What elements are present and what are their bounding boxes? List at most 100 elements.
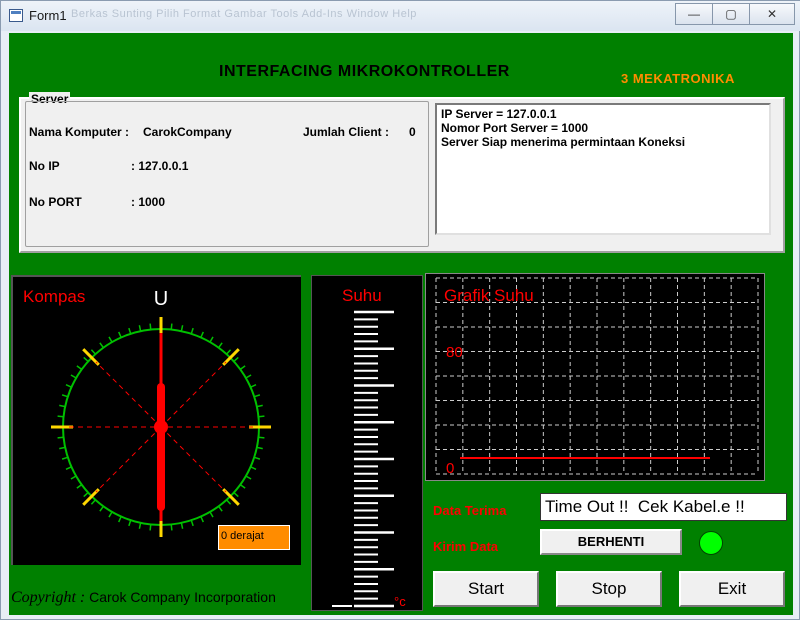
compass-tick bbox=[149, 524, 152, 531]
compass-tick bbox=[118, 331, 122, 338]
compass-tick bbox=[108, 336, 113, 343]
no-ip-value: : 127.0.0.1 bbox=[131, 159, 189, 173]
compass-diagonal bbox=[160, 426, 227, 493]
compass-tick bbox=[138, 522, 142, 529]
close-button[interactable]: ✕ bbox=[749, 3, 795, 25]
compass-tick bbox=[118, 516, 122, 523]
jumlah-client-label: Jumlah Client : bbox=[303, 125, 390, 139]
start-button[interactable]: Start bbox=[433, 571, 539, 607]
data-terima-field[interactable]: Time Out !! Cek Kabel.e !! bbox=[540, 493, 787, 521]
kompas-panel: U Kompas 0 derajat bbox=[11, 275, 301, 565]
form-icon bbox=[9, 9, 23, 22]
compass-diagonal bbox=[95, 361, 162, 428]
compass-tick bbox=[258, 436, 265, 439]
compass-tick bbox=[245, 475, 252, 480]
compass-tick bbox=[256, 404, 263, 408]
compass-tick bbox=[256, 446, 263, 450]
compass-tick bbox=[83, 492, 89, 498]
compass-tick bbox=[253, 456, 261, 460]
compass-tick bbox=[57, 436, 64, 439]
compass-tick bbox=[209, 511, 214, 518]
server-group-label: Server bbox=[29, 92, 71, 106]
compass-tick bbox=[61, 394, 69, 398]
compass-tick bbox=[233, 356, 239, 362]
nama-komputer-value: CarokCompany bbox=[143, 125, 232, 139]
copyright-label: Copyright : bbox=[11, 589, 86, 606]
compass-tick bbox=[65, 466, 72, 470]
compass-tick bbox=[170, 323, 173, 330]
exit-button[interactable]: Exit bbox=[679, 571, 785, 607]
no-port-value: : 1000 bbox=[131, 195, 166, 209]
compass-tick bbox=[99, 342, 105, 349]
compass-tick bbox=[226, 499, 232, 505]
compass-dial: U bbox=[51, 288, 271, 537]
compass-tick bbox=[209, 336, 214, 343]
no-port-label: No PORT bbox=[29, 195, 82, 209]
grafik-panel: Grafik Suhu 80 0 bbox=[425, 273, 765, 481]
suhu-unit: °c bbox=[394, 594, 406, 609]
compass-tick bbox=[258, 415, 265, 418]
compass-tick bbox=[250, 384, 257, 388]
ghost-menu-text: Berkas Sunting Pilih Format Gambar Tools… bbox=[71, 8, 417, 20]
compass-tick bbox=[61, 456, 69, 460]
compass-tick bbox=[83, 356, 89, 362]
compass-tick bbox=[57, 415, 64, 418]
server-panel: Server Nama Komputer : CarokCompany Juml… bbox=[19, 92, 785, 253]
data-terima-label: Data Terima bbox=[433, 503, 507, 518]
maximize-button[interactable]: ▢ bbox=[712, 3, 750, 25]
stop-button[interactable]: Stop bbox=[556, 571, 662, 607]
suhu-title: Suhu bbox=[342, 286, 382, 305]
server-log[interactable]: IP Server = 127.0.0.1 Nomor Port Server … bbox=[435, 103, 771, 235]
kirim-data-field[interactable]: BERHENTI bbox=[540, 529, 682, 555]
compass-tick bbox=[180, 522, 184, 529]
compass-tick bbox=[233, 492, 239, 498]
y-label-80: 80 bbox=[446, 344, 463, 361]
compass-tick bbox=[65, 384, 72, 388]
compass-tick bbox=[239, 365, 246, 371]
minimize-button[interactable]: — bbox=[675, 3, 713, 25]
copyright-footer: Copyright : Carok Company Incorporation bbox=[11, 589, 276, 607]
compass-tick bbox=[70, 374, 77, 379]
no-ip-label: No IP bbox=[29, 159, 60, 173]
heading-readout: 0 derajat bbox=[218, 525, 290, 550]
compass-tick bbox=[99, 505, 105, 512]
compass-tick bbox=[128, 327, 132, 335]
compass-tick bbox=[200, 516, 204, 523]
needle-hub bbox=[154, 420, 168, 434]
kompas-title: Kompas bbox=[23, 287, 86, 306]
compass-tick bbox=[217, 505, 223, 512]
compass-tick bbox=[190, 519, 194, 527]
north-label: U bbox=[154, 288, 168, 310]
jumlah-client-value: 0 bbox=[409, 125, 416, 139]
title-bar[interactable]: Form1 Berkas Sunting Pilih Format Gambar… bbox=[1, 1, 800, 31]
compass-tick bbox=[226, 349, 232, 355]
compass-tick bbox=[170, 524, 173, 531]
compass-tick bbox=[217, 342, 223, 349]
class-label: 3 MEKATRONIKA bbox=[621, 71, 735, 86]
kirim-data-label: Kirim Data bbox=[433, 539, 499, 554]
nama-komputer-label: Nama Komputer : bbox=[29, 125, 130, 139]
copyright-text: Carok Company Incorporation bbox=[89, 589, 276, 605]
status-led-icon bbox=[699, 531, 723, 555]
compass-tick bbox=[253, 394, 261, 398]
compass-tick bbox=[76, 483, 83, 489]
suhu-panel: Suhu °c bbox=[311, 275, 423, 611]
compass-tick bbox=[59, 404, 66, 408]
compass-diagonal bbox=[95, 426, 162, 493]
compass-tick bbox=[90, 499, 96, 505]
page-title: INTERFACING MIKROKONTROLLER bbox=[219, 63, 510, 80]
compass-tick bbox=[59, 446, 66, 450]
temperature-graph bbox=[435, 277, 759, 475]
compass-tick bbox=[76, 365, 83, 371]
compass-tick bbox=[149, 323, 152, 330]
compass-tick bbox=[108, 511, 113, 518]
compass-tick bbox=[180, 325, 184, 332]
log-line: Nomor Port Server = 1000 bbox=[441, 121, 589, 135]
compass-diagonal bbox=[160, 361, 227, 428]
compass-tick bbox=[70, 475, 77, 480]
thermometer-scale bbox=[332, 310, 394, 608]
compass-tick bbox=[239, 483, 246, 489]
form-client-area: INTERFACING MIKROKONTROLLER 3 MEKATRONIK… bbox=[9, 33, 793, 615]
window-controls: — ▢ ✕ bbox=[675, 3, 795, 25]
